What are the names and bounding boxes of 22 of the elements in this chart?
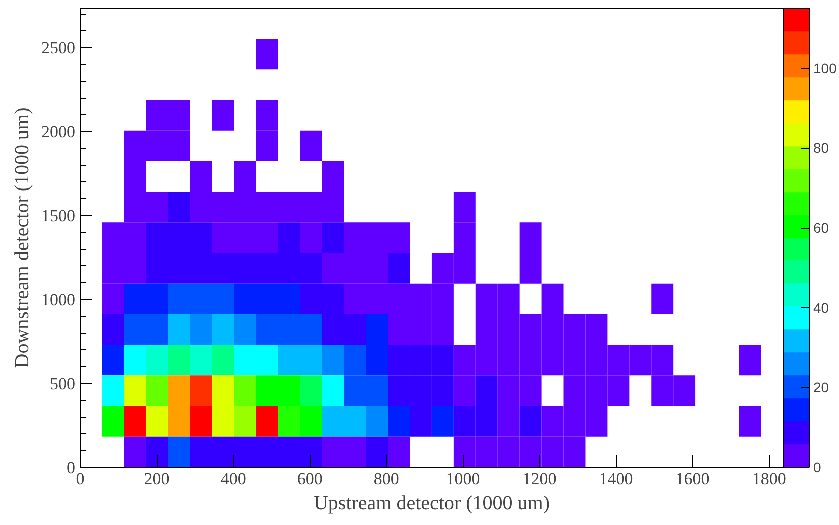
color-bar-label: 40	[814, 300, 830, 316]
x-tick-label: 200	[144, 470, 170, 488]
x-tick-label: 400	[220, 470, 246, 488]
y-tick-label: 1000	[42, 290, 76, 310]
x-tick-label: 1800	[752, 470, 786, 488]
x-tick-label: 1200	[522, 470, 557, 488]
x-tick-label: 600	[297, 470, 323, 488]
y-tick-label: 2500	[42, 38, 76, 58]
x-axis-title: Upstream detector (1000 um)	[314, 492, 550, 514]
color-bar-label: 20	[814, 380, 830, 396]
y-tick-label: 2000	[42, 122, 76, 142]
y-tick-label: 500	[50, 374, 76, 394]
color-bar-label: 80	[814, 140, 830, 156]
color-bar-label: 0	[814, 460, 822, 476]
x-tick-label: 800	[374, 470, 400, 488]
x-tick-label: 1400	[599, 470, 634, 488]
x-tick-label: 1600	[676, 470, 710, 488]
y-axis-title: Downstream detector (1000 um)	[12, 108, 34, 368]
color-bar-label: 100	[814, 60, 838, 76]
x-tick-label: 1000	[446, 470, 480, 488]
y-tick-label: 1500	[42, 206, 76, 226]
color-bar-label: 60	[814, 220, 830, 236]
